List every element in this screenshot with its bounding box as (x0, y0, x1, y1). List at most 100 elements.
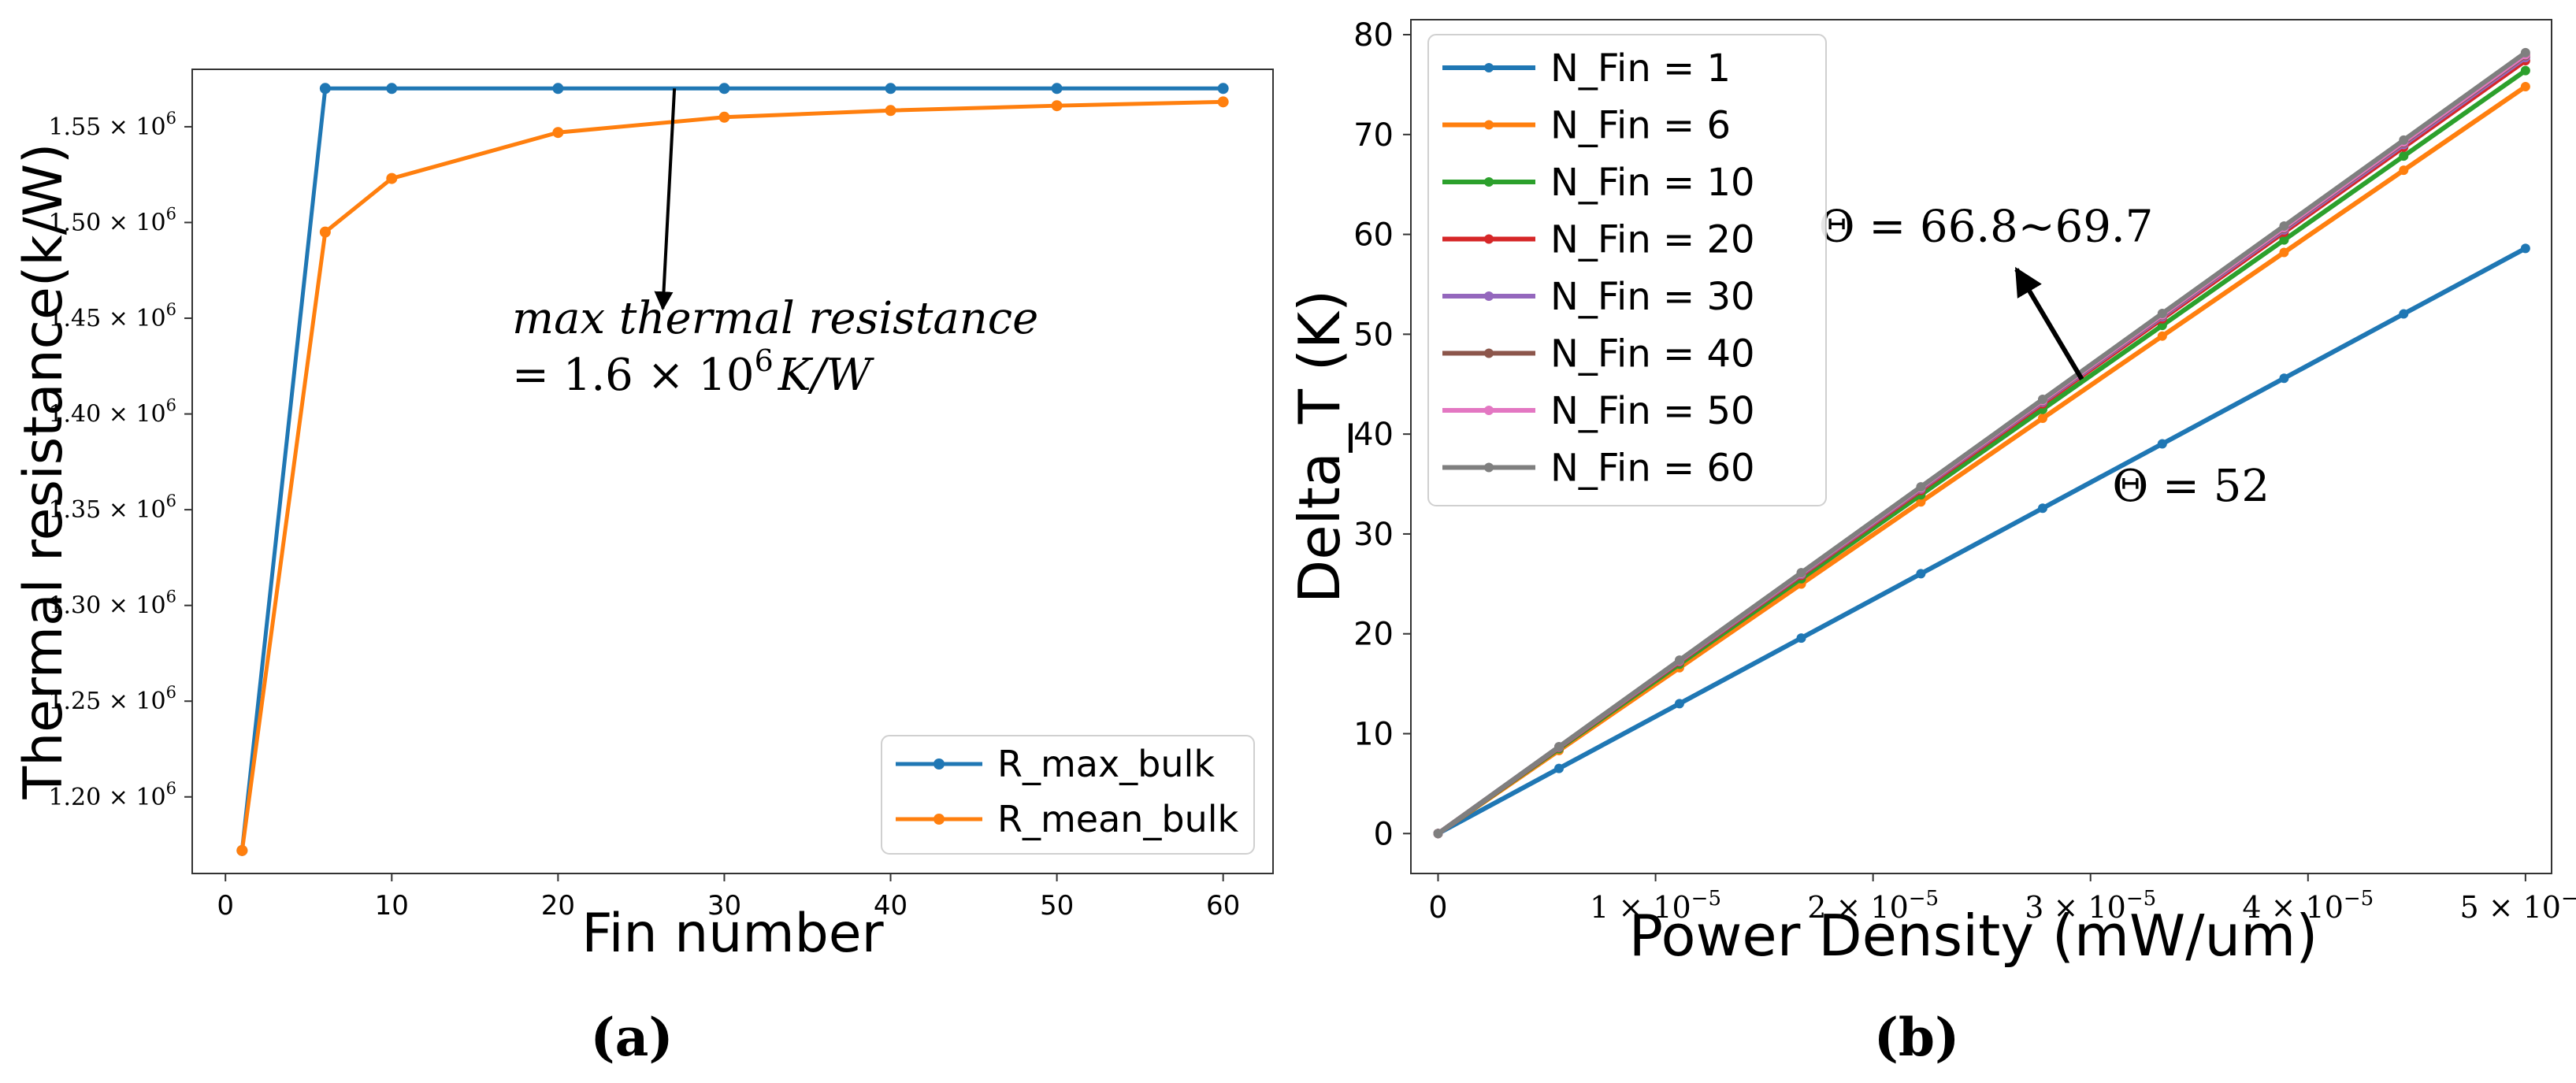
legend-label-b: N_Fin = 30 (1550, 275, 1755, 319)
legend-marker-b (1484, 120, 1494, 130)
data-point-a-1 (552, 127, 564, 139)
data-point-a-0 (718, 83, 730, 95)
series-line-b-7 (1436, 50, 2527, 836)
data-point-b-0 (1916, 569, 1926, 579)
data-point-b-1 (1916, 497, 1926, 507)
y-ticks-b: 0 10 20 30 40 50 60 70 80 (1353, 17, 1411, 852)
legend-marker-b (1484, 348, 1494, 358)
data-point-b-7 (1796, 568, 1806, 578)
x-tick-label-b: 4 × 10−5 (2242, 887, 2374, 925)
data-point-b-7 (2399, 135, 2409, 145)
legend-marker-b (1484, 234, 1494, 244)
x-axis-label-a: Fin number (581, 903, 883, 965)
data-point-a-1 (386, 172, 398, 184)
series-line-a-1 (239, 99, 1223, 851)
data-point-a-1 (1051, 100, 1063, 112)
data-point-b-1 (2399, 165, 2409, 176)
y-tick-label-a: 1.30 × 106 (48, 588, 176, 620)
data-point-b-2 (2520, 65, 2530, 76)
legend-marker-b (1484, 406, 1494, 415)
y-tick-label-b: 10 (1353, 717, 1394, 753)
plot-frame-a (191, 69, 1274, 874)
legend-a: R_max_bulk R_mean_bulk (881, 735, 1255, 855)
data-point-b-1 (2037, 414, 2047, 424)
data-point-b-2 (2399, 151, 2409, 161)
legend-label-r-max: R_max_bulk (997, 743, 1215, 785)
legend-label-b: N_Fin = 20 (1550, 218, 1755, 262)
data-point-b-0 (1674, 699, 1684, 709)
data-point-b-1 (2520, 81, 2530, 91)
x-tick-label-b: 1 × 10−5 (1590, 887, 1721, 925)
annotation-text-line1: max thermal resistance (512, 293, 1038, 344)
y-tick-label-b: 40 (1353, 417, 1394, 453)
y-tick-label-b: 50 (1353, 317, 1394, 353)
data-point-a-1 (885, 105, 896, 117)
x-tick-label-b: 0 (1428, 890, 1447, 925)
annotation-arrow-a (654, 88, 677, 311)
x-tick-label-a: 40 (874, 890, 908, 922)
data-point-b-0 (2520, 243, 2530, 254)
legend-box-b (1427, 34, 1827, 506)
data-point-b-7 (2279, 221, 2289, 231)
y-tick-label-b: 30 (1353, 517, 1394, 553)
data-point-b-0 (2399, 309, 2409, 319)
series-line-a-0 (239, 86, 1223, 851)
y-ticks-a: 1.20 × 106 1.25 × 106 1.30 × 106 1.35 × 106… (48, 109, 192, 811)
data-point-b-0 (2157, 439, 2167, 449)
panel-b: 0 10 20 30 40 50 60 70 80 0 1 × 10−5 2 × 10−5 3 × 1… (1286, 17, 2576, 1068)
y-tick-label-b: 20 (1353, 617, 1394, 653)
legend-label-b: N_Fin = 50 (1550, 389, 1755, 433)
data-point-b-2 (2279, 235, 2289, 245)
y-tick-label-b: 0 (1374, 816, 1394, 852)
data-point-a-0 (1051, 83, 1063, 95)
data-point-b-0 (2279, 373, 2289, 384)
x-axis-label-b: Power Density (mW/um) (1629, 903, 2318, 969)
data-point-b-7 (1433, 829, 1443, 839)
data-point-a-1 (319, 226, 331, 238)
legend-marker-b (1484, 462, 1494, 473)
annotation-arrow-b (2014, 266, 2084, 380)
legend-label-b: N_Fin = 1 (1550, 46, 1731, 91)
data-point-b-0 (1796, 633, 1806, 643)
data-point-b-7 (1674, 655, 1684, 666)
data-point-b-7 (2037, 395, 2047, 405)
panel-label-a: (a) (590, 1007, 673, 1068)
legend-label-b: N_Fin = 40 (1550, 332, 1755, 376)
data-point-a-0 (1217, 83, 1229, 95)
x-ticks-a: 0 10 20 30 40 50 60 (217, 873, 1240, 922)
annotation-theta-range: Θ = 66.8~69.7 (1819, 201, 2154, 252)
x-tick-label-a: 10 (375, 890, 409, 922)
data-point-a-0 (319, 83, 331, 95)
data-point-a-1 (718, 111, 730, 123)
y-tick-label-a: 1.50 × 106 (48, 204, 176, 236)
x-tick-label-b: 3 × 10−5 (2025, 887, 2156, 925)
legend-label-r-mean: R_mean_bulk (997, 798, 1239, 840)
y-tick-label-b: 60 (1353, 217, 1394, 254)
x-tick-label-b: 2 × 10−5 (1807, 887, 1939, 925)
annotation-theta-52: Θ = 52 (2112, 461, 2270, 512)
x-tick-label-a: 60 (1206, 890, 1240, 922)
series-a (236, 83, 1229, 856)
y-axis-label-b: Delta_T (K) (1286, 290, 1353, 603)
y-tick-label-a: 1.35 × 106 (48, 491, 176, 524)
y-tick-label-a: 1.20 × 106 (48, 779, 176, 811)
data-point-b-0 (1554, 763, 1565, 773)
legend-marker-b (1484, 177, 1494, 187)
legend-label-b: N_Fin = 60 (1550, 447, 1755, 491)
annotation-text-line2: = 1.6 × 106 K/W (512, 343, 874, 401)
data-point-b-7 (1554, 742, 1565, 752)
series-line-b-0 (1437, 246, 2527, 836)
legend-marker-r-max (934, 758, 945, 770)
y-tick-label-b: 80 (1353, 17, 1394, 54)
y-tick-label-a: 1.40 × 106 (48, 396, 176, 428)
data-point-a-1 (1217, 96, 1229, 108)
x-tick-label-a: 50 (1040, 890, 1074, 922)
data-point-a-0 (552, 83, 564, 95)
y-tick-label-b: 70 (1353, 117, 1394, 154)
legend-marker-r-mean (934, 814, 945, 825)
x-tick-label-a: 30 (707, 890, 741, 922)
panel-label-b: (b) (1874, 1007, 1960, 1068)
y-tick-label-a: 1.25 × 106 (48, 683, 176, 715)
data-point-a-0 (386, 83, 398, 95)
